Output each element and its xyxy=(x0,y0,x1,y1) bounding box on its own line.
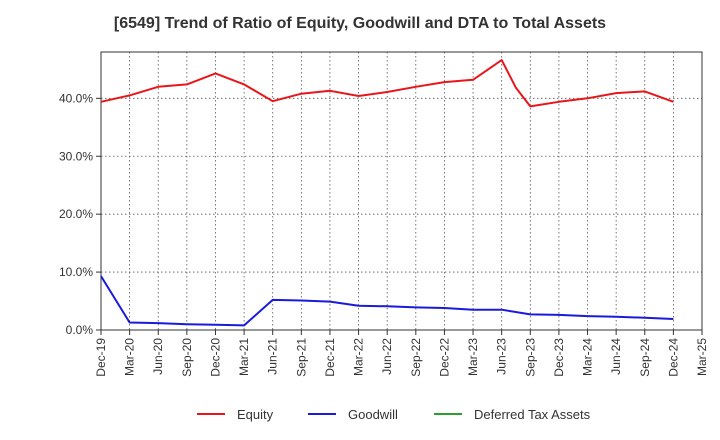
x-tick-label: Dec-20 xyxy=(208,338,222,377)
y-tick-label: 30.0% xyxy=(59,149,93,163)
x-tick-label: Jun-23 xyxy=(495,338,509,375)
legend-label: Equity xyxy=(237,407,274,422)
x-tick-label: Dec-21 xyxy=(323,338,337,377)
chart-title: [6549] Trend of Ratio of Equity, Goodwil… xyxy=(113,15,607,32)
series-line-equity xyxy=(100,59,674,108)
x-tick-label: Mar-20 xyxy=(123,338,137,376)
x-tick-label: Dec-23 xyxy=(552,338,566,377)
x-tick-label: Dec-22 xyxy=(437,338,451,377)
x-tick-label: Mar-23 xyxy=(466,338,480,376)
legend-label: Deferred Tax Assets xyxy=(474,407,591,422)
x-tick-label: Jun-24 xyxy=(609,338,623,375)
plot-area xyxy=(100,51,703,331)
x-axis: Dec-19 Mar-20 Jun-20 Sep-20 Dec-20 Mar-21 Jun-… xyxy=(94,330,709,377)
x-tick-label: Sep-21 xyxy=(294,338,308,377)
x-tick-label: Mar-25 xyxy=(695,338,709,376)
y-tick-label: 20.0% xyxy=(59,207,93,221)
x-tick-label: Mar-22 xyxy=(352,338,366,376)
x-tick-label: Sep-24 xyxy=(638,338,652,377)
y-tick-label: 10.0% xyxy=(59,265,93,279)
x-tick-label: Sep-22 xyxy=(409,338,423,377)
x-tick-label: Dec-24 xyxy=(666,338,680,377)
x-tick-label: Sep-23 xyxy=(523,338,537,377)
x-tick-label: Sep-20 xyxy=(180,338,194,377)
legend-item: Goodwill xyxy=(308,407,398,422)
series-line-goodwill xyxy=(100,275,674,327)
y-axis: 0.0% 10.0% 20.0% 30.0% 40.0% xyxy=(59,91,101,337)
x-tick-label: Dec-19 xyxy=(94,338,108,377)
x-tick-label: Jun-22 xyxy=(380,338,394,375)
y-tick-label: 40.0% xyxy=(59,91,93,105)
x-tick-label: Mar-24 xyxy=(581,338,595,376)
x-tick-label: Mar-21 xyxy=(237,338,251,376)
x-tick-label: Jun-21 xyxy=(266,338,280,375)
series xyxy=(100,59,674,327)
y-tick-label: 0.0% xyxy=(66,323,94,337)
legend: Equity Goodwill Deferred Tax Assets xyxy=(197,407,591,422)
x-tick-label: Jun-20 xyxy=(151,338,165,375)
legend-label: Goodwill xyxy=(348,407,398,422)
legend-item: Equity xyxy=(197,407,274,422)
legend-item: Deferred Tax Assets xyxy=(434,407,591,422)
